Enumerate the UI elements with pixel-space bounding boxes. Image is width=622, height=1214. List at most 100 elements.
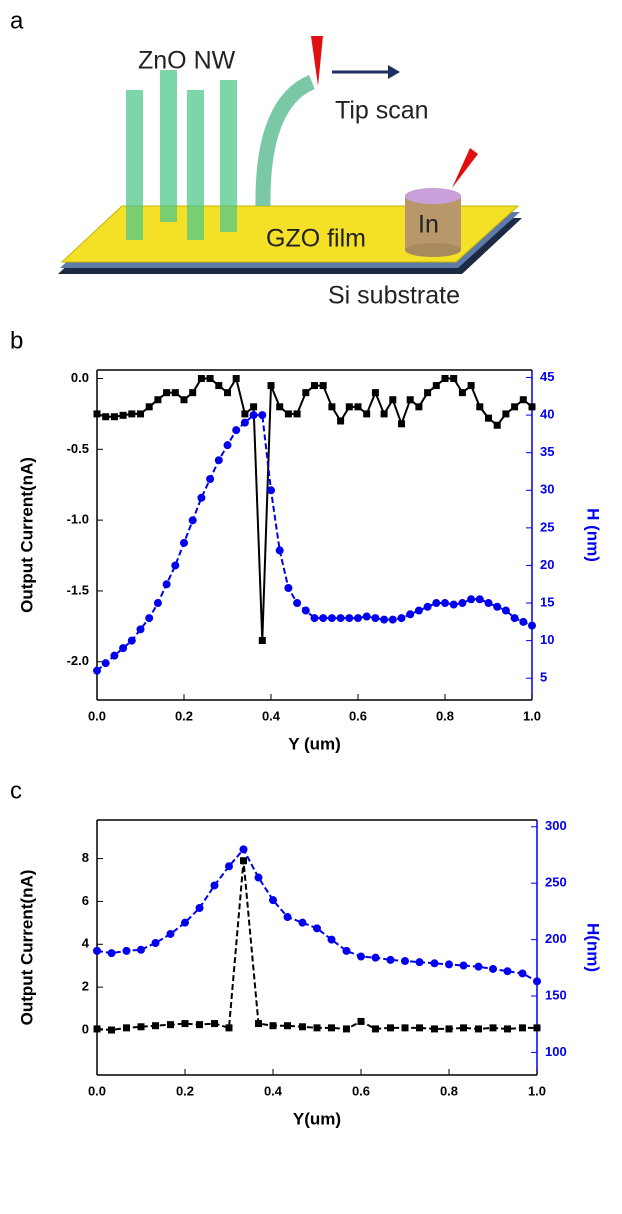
marker [284, 583, 293, 592]
y-tick-label: -0.5 [67, 441, 89, 456]
y2-tick-label: 200 [545, 931, 567, 946]
marker [137, 945, 145, 954]
marker [223, 441, 232, 450]
marker [284, 410, 292, 418]
marker [319, 614, 328, 623]
marker [372, 1025, 380, 1033]
marker [357, 1017, 365, 1025]
x-axis-label: Y(um) [293, 1109, 341, 1128]
marker [445, 960, 453, 969]
marker [518, 969, 527, 978]
tip [311, 36, 323, 86]
x-tick-label: 0.0 [88, 1083, 106, 1098]
marker [415, 958, 424, 967]
marker [93, 946, 101, 955]
marker [533, 977, 541, 986]
marker [504, 1025, 512, 1033]
marker [345, 614, 354, 623]
marker [354, 403, 362, 411]
marker [401, 957, 409, 966]
marker [128, 410, 136, 418]
marker [450, 374, 458, 382]
marker [298, 1023, 306, 1031]
marker [345, 403, 353, 411]
marker [154, 396, 162, 404]
marker [206, 474, 215, 483]
contact-base [405, 243, 461, 257]
marker [371, 614, 380, 623]
marker [206, 374, 214, 382]
marker [210, 1020, 218, 1028]
marker [310, 614, 319, 623]
marker [137, 1023, 145, 1031]
marker [181, 1020, 189, 1028]
marker [171, 389, 179, 397]
marker [485, 414, 492, 422]
marker [337, 417, 345, 425]
marker [313, 924, 321, 933]
marker [386, 1024, 394, 1032]
marker [258, 411, 267, 420]
marker [406, 610, 415, 619]
marker [225, 1024, 233, 1032]
series-line [96, 847, 538, 983]
marker [424, 389, 432, 397]
marker [336, 614, 345, 623]
y-tick-label: 4 [82, 936, 90, 951]
contact [405, 196, 461, 250]
marker [195, 904, 204, 913]
y2-tick-label: 25 [540, 519, 554, 534]
marker [423, 602, 432, 611]
x-tick-label: 0.4 [264, 1083, 283, 1098]
marker [137, 410, 144, 418]
marker [298, 918, 307, 927]
y2-tick-label: 150 [545, 987, 567, 1002]
series-line [96, 860, 537, 1032]
marker [467, 595, 476, 604]
marker [250, 403, 258, 411]
marker [196, 1021, 204, 1029]
marker [430, 1025, 438, 1033]
marker [210, 881, 219, 890]
label: GZO film [266, 225, 366, 253]
label: Tip scan [335, 97, 429, 125]
marker [389, 396, 397, 404]
marker [476, 403, 484, 411]
marker [401, 1024, 409, 1032]
x-tick-label: 1.0 [523, 708, 541, 723]
marker [110, 413, 118, 421]
marker [380, 615, 389, 624]
x-tick-label: 0.2 [176, 1083, 194, 1098]
marker [528, 403, 536, 411]
marker [119, 644, 128, 653]
marker [145, 614, 154, 623]
marker [357, 952, 365, 961]
marker [415, 403, 423, 411]
panel-label: a [10, 7, 24, 34]
x-axis-label: Y (um) [288, 734, 341, 753]
marker [432, 599, 441, 608]
marker [122, 1024, 130, 1032]
x-tick-label: 0.8 [440, 1083, 458, 1098]
marker [119, 411, 127, 419]
marker [93, 1025, 101, 1033]
marker [101, 659, 110, 668]
marker [108, 1026, 116, 1034]
y-tick-label: 6 [82, 893, 89, 908]
label: ZnO NW [138, 47, 236, 75]
label: In [418, 211, 439, 239]
marker [458, 599, 467, 608]
marker [459, 961, 468, 970]
marker [489, 964, 497, 973]
series-line [96, 414, 533, 672]
marker [363, 410, 371, 418]
marker [166, 1021, 174, 1029]
marker [301, 606, 310, 615]
marker [151, 938, 160, 947]
marker [102, 413, 110, 421]
marker [503, 967, 512, 976]
y2-tick-label: 5 [540, 670, 547, 685]
marker [397, 614, 406, 623]
marker [319, 382, 327, 390]
marker [276, 403, 284, 411]
